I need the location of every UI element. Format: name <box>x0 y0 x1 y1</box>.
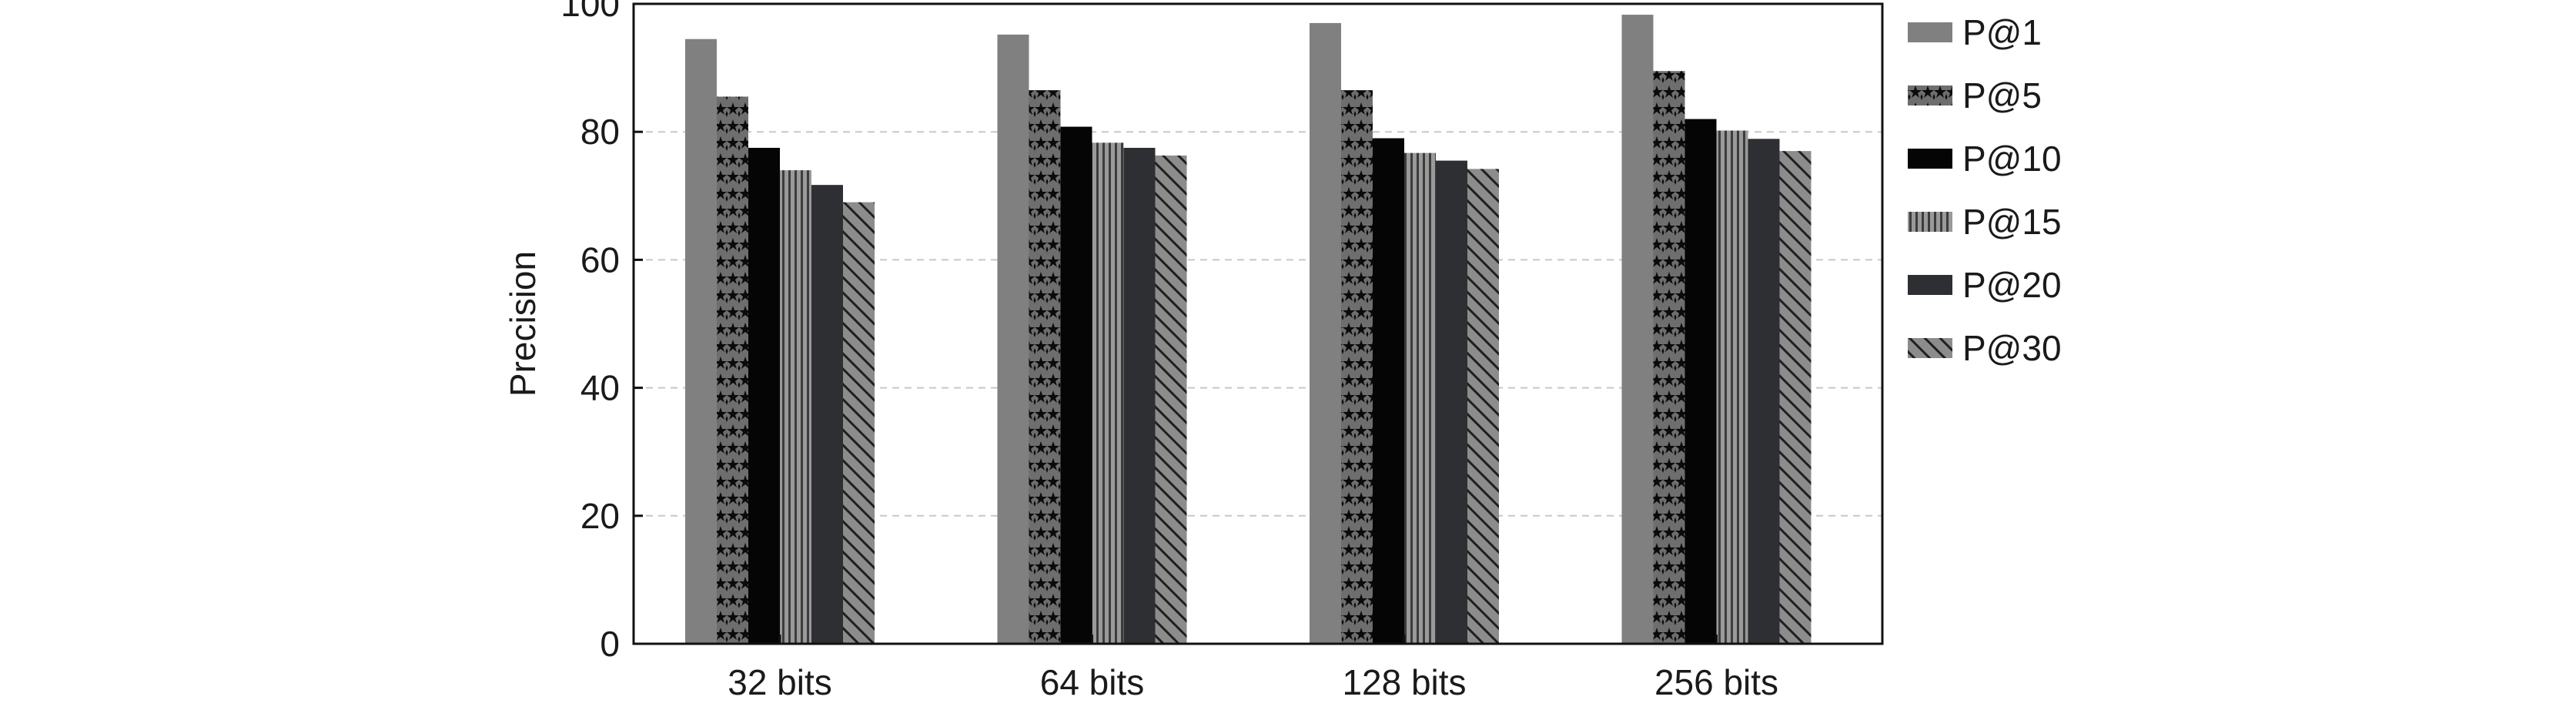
bar-p-at-5-64-bits <box>1029 90 1061 644</box>
bar-p-at-1-64-bits <box>997 34 1029 644</box>
y-axis-ticks: 0 20 40 60 80 100 <box>560 0 643 664</box>
x-tick-label: 128 bits <box>1342 662 1466 702</box>
legend-label: P@20 <box>1962 265 2062 305</box>
x-axis-ticks: 32 bits 64 bits 128 bits 256 bits <box>728 635 1778 702</box>
bar-p-at-10-128-bits <box>1373 138 1404 644</box>
legend-label: P@10 <box>1962 139 2062 179</box>
bars <box>685 15 1812 645</box>
bar-p-at-5-256-bits <box>1653 71 1685 644</box>
y-tick-label: 40 <box>580 368 620 408</box>
bar-p-at-20-32-bits <box>811 185 843 645</box>
x-tick-label: 64 bits <box>1040 662 1145 702</box>
y-tick-label: 0 <box>600 624 620 664</box>
x-tick-label: 32 bits <box>728 662 832 702</box>
legend: P@1 P@5 P@10 P@15 P@20 P@30 <box>1908 12 2062 368</box>
bar-p-at-20-64-bits <box>1123 147 1156 645</box>
bar-p-at-30-32-bits <box>843 202 875 644</box>
y-axis-label: Precision <box>503 251 543 397</box>
y-tick-label: 80 <box>580 112 620 152</box>
bar-p-at-15-32-bits <box>780 170 811 644</box>
legend-swatch <box>1908 338 1952 358</box>
bar-p-at-1-32-bits <box>685 39 717 644</box>
legend-label: P@30 <box>1962 328 2062 368</box>
bar-p-at-10-32-bits <box>748 147 780 645</box>
legend-swatch <box>1908 85 1952 105</box>
y-tick-label: 20 <box>580 496 620 536</box>
bar-p-at-5-128-bits <box>1341 90 1373 644</box>
bar-p-at-10-64-bits <box>1060 126 1092 644</box>
bar-p-at-30-128-bits <box>1467 169 1499 644</box>
legend-label: P@5 <box>1962 75 2042 116</box>
legend-label: P@1 <box>1962 12 2042 52</box>
plot-frame <box>632 2 1884 645</box>
bar-p-at-30-64-bits <box>1155 155 1187 644</box>
x-tick-label: 256 bits <box>1654 662 1778 702</box>
bar-p-at-20-128-bits <box>1436 160 1467 645</box>
bar-p-at-20-256-bits <box>1748 139 1780 644</box>
legend-swatch <box>1908 212 1952 232</box>
bar-p-at-30-256-bits <box>1779 151 1812 644</box>
bar-p-at-15-128-bits <box>1404 152 1436 645</box>
legend-swatch <box>1908 22 1952 42</box>
bar-p-at-1-256-bits <box>1621 15 1654 644</box>
bar-p-at-1-128-bits <box>1310 22 1341 645</box>
y-tick-label: 60 <box>580 239 620 280</box>
bar-p-at-15-64-bits <box>1092 142 1124 644</box>
y-tick-label: 100 <box>560 0 620 24</box>
legend-swatch <box>1908 149 1952 169</box>
bar-p-at-10-256-bits <box>1684 119 1717 644</box>
bar-p-at-5-32-bits <box>717 96 748 645</box>
bar-p-at-15-256-bits <box>1716 130 1748 645</box>
legend-label: P@15 <box>1962 202 2062 242</box>
legend-swatch <box>1908 275 1952 295</box>
